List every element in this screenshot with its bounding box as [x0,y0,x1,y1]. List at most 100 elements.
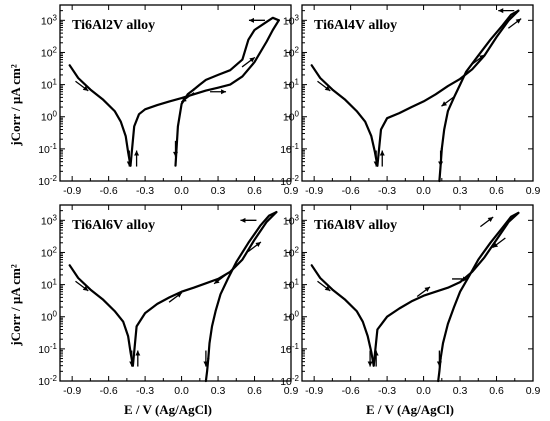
y-tick-label: 10-1 [280,142,299,156]
direction-arrow [480,216,494,228]
x-tick-label: -0.3 [378,185,396,197]
y-tick-label: 100 [41,110,58,124]
polarization-curve [439,211,520,360]
y-tick-label: 10-2 [38,374,57,388]
direction-arrow [203,350,209,367]
direction-arrow [507,18,522,29]
y-tick-label: 102 [41,245,58,259]
direction-arrow [126,150,132,167]
x-tick-label: 0.0 [174,185,189,197]
plot-frame [301,204,534,382]
panel-title: Ti6Al2V alloy [72,18,155,33]
direction-arrow [75,280,89,292]
x-tick-label: 0.9 [284,385,299,397]
x-tick-label: -0.3 [136,385,154,397]
y-tick-label: 101 [41,78,58,92]
direction-arrow [248,17,265,23]
direction-arrow [441,96,455,107]
y-tick-label: 103 [283,213,300,227]
x-tick-label: 0.3 [211,185,226,197]
y-tick-label: 102 [41,45,58,59]
x-tick-label: 0.0 [174,385,189,397]
x-tick-label: 0.3 [453,385,468,397]
polarization-curve [376,9,520,167]
polarization-curve [131,211,278,367]
x-tick-label: 0.6 [489,385,504,397]
direction-arrow [452,276,469,282]
x-tick-label: 0.0 [416,185,431,197]
y-tick-label: 100 [41,310,58,324]
direction-arrow [373,350,379,367]
y-tick-label: 10-2 [38,174,57,188]
polarization-curve [310,264,375,367]
direction-arrow [471,54,486,65]
x-tick-label: -0.6 [100,385,118,397]
x-tick-label: 0.0 [416,385,431,397]
y-tick-label: 101 [283,278,300,292]
direction-arrow [75,80,89,92]
direction-arrow [134,150,140,167]
y-tick-label: 102 [283,245,300,259]
x-tick-label: -0.3 [378,385,396,397]
x-tick-label: 0.9 [526,185,541,197]
direction-arrow [247,241,262,253]
x-tick-label: -0.3 [136,185,154,197]
x-tick-label: -0.9 [305,385,323,397]
direction-arrow [241,56,256,68]
x-tick-label: -0.6 [342,185,360,197]
direction-arrow [210,89,227,95]
polarization-curve [310,64,379,167]
x-axis-label-right: E / V (Ag/AgCl) [366,402,454,417]
polarization-curve [192,16,280,91]
y-tick-label: 103 [41,213,58,227]
x-tick-label: 0.9 [526,385,541,397]
polarization-curve [372,211,520,367]
polarization-curve [207,211,278,360]
y-tick-label: 100 [283,310,300,324]
y-tick-label: 101 [41,278,58,292]
direction-arrow [180,92,195,103]
panel-title: Ti6Al4V alloy [314,18,397,33]
x-tick-label: 0.6 [489,185,504,197]
plot-frame [59,4,292,182]
x-tick-label: -0.9 [63,385,81,397]
direction-arrow [173,140,178,157]
y-tick-label: 101 [283,78,300,92]
x-tick-label: 0.3 [211,385,226,397]
y-axis-label-bottom: jCorr / µA cm² [8,264,23,347]
x-axis-label-left: E / V (Ag/AgCl) [124,402,212,417]
direction-arrow [213,273,228,285]
polarization-curve [204,357,210,383]
y-tick-label: 103 [283,13,300,27]
direction-arrow [416,286,431,298]
direction-arrow [498,8,515,14]
polarization-curve [129,19,280,167]
polarization-curve [440,9,520,150]
direction-arrow [379,150,385,167]
y-tick-label: 102 [283,45,300,59]
chart-panels: -0.9 -0.6 -0.3 0.0 0.3 0.6 0.9 10-2 10-1 100 101 10… [38,4,541,397]
direction-arrow [317,80,331,92]
x-tick-label: -0.9 [63,185,81,197]
panel-title: Ti6Al6V alloy [72,218,155,233]
panel-ti6al6v: -0.9 -0.6 -0.3 0.0 0.3 0.6 0.9 10-2 10-1 100 101 10… [38,204,299,397]
direction-arrow [129,350,135,367]
direction-arrow [317,280,331,292]
y-tick-label: 100 [283,110,300,124]
direction-arrow [492,237,506,249]
polarization-curve [174,88,195,167]
direction-arrow [168,292,183,303]
panel-title: Ti6Al8V alloy [314,218,397,233]
x-tick-label: 0.6 [247,385,262,397]
y-tick-label: 10-1 [280,342,299,356]
panel-ti6al2v: -0.9 -0.6 -0.3 0.0 0.3 0.6 0.9 10-2 10-1 100 101 10… [38,4,298,197]
y-axis-label-top: jCorr / µA cm² [8,64,23,147]
x-tick-label: -0.9 [305,185,323,197]
panel-ti6al8v: -0.9 -0.6 -0.3 0.0 0.3 0.6 0.910-210-110010110… [280,204,541,397]
panel-ti6al4v: -0.9 -0.6 -0.3 0.0 0.3 0.6 0.910-210-110010110… [280,4,541,197]
polarization-curve [68,64,132,167]
x-tick-label: -0.6 [100,185,118,197]
x-tick-label: 0.3 [453,185,468,197]
x-tick-label: 0.6 [247,185,262,197]
